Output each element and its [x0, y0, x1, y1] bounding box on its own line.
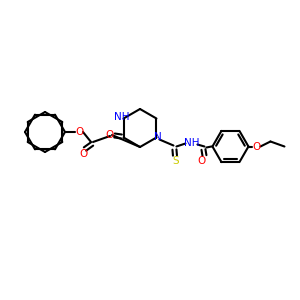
Text: O: O: [79, 149, 87, 159]
Text: NH: NH: [184, 139, 199, 148]
Text: O: O: [197, 155, 206, 166]
Text: O: O: [75, 127, 83, 137]
Text: O: O: [105, 130, 114, 140]
Text: NH: NH: [114, 112, 129, 122]
Text: N: N: [154, 133, 161, 142]
Text: S: S: [172, 155, 179, 166]
Text: O: O: [252, 142, 261, 152]
